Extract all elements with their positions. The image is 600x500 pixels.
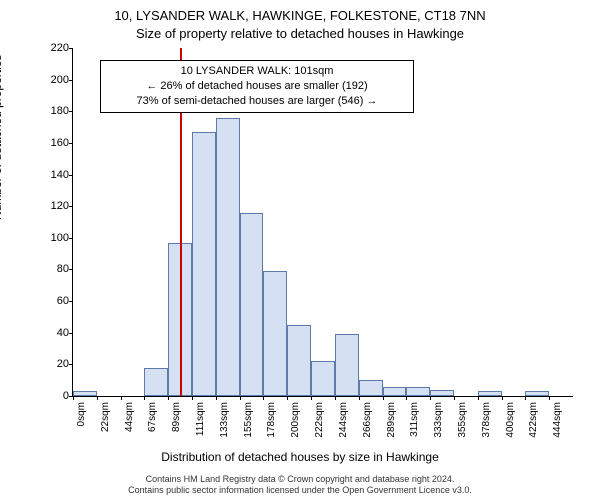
x-axis-label: Distribution of detached houses by size … <box>0 450 600 464</box>
x-tick-label: 444sqm <box>552 402 563 438</box>
x-tick-label: 133sqm <box>219 402 230 438</box>
histogram-bar <box>430 390 454 396</box>
x-tick-label: 200sqm <box>290 402 301 438</box>
x-tick-label: 333sqm <box>433 402 444 438</box>
x-tick-mark <box>383 396 384 400</box>
x-tick-mark <box>263 396 264 400</box>
y-tick-mark <box>69 175 73 176</box>
histogram-bar <box>359 380 383 396</box>
footer-line-2: Contains public sector information licen… <box>0 485 600 496</box>
y-tick-mark <box>69 333 73 334</box>
x-tick-mark <box>73 396 74 400</box>
histogram-bar <box>335 334 359 396</box>
x-tick-mark <box>549 396 550 400</box>
histogram-bar <box>406 387 430 396</box>
title-line-1: 10, LYSANDER WALK, HAWKINGE, FOLKESTONE,… <box>0 8 600 23</box>
x-tick-label: 355sqm <box>457 402 468 438</box>
info-line-3: 73% of semi-detached houses are larger (… <box>107 94 407 109</box>
x-tick-mark <box>240 396 241 400</box>
y-tick-label: 200 <box>39 74 69 86</box>
x-tick-label: 244sqm <box>338 402 349 438</box>
info-line-2: ← 26% of detached houses are smaller (19… <box>107 79 407 94</box>
x-tick-label: 222sqm <box>314 402 325 438</box>
x-tick-label: 289sqm <box>386 402 397 438</box>
title-line-2: Size of property relative to detached ho… <box>0 26 600 41</box>
x-tick-label: 89sqm <box>171 402 182 432</box>
info-box: 10 LYSANDER WALK: 101sqm ← 26% of detach… <box>100 60 414 113</box>
x-tick-mark <box>406 396 407 400</box>
x-tick-mark <box>287 396 288 400</box>
x-tick-label: 378sqm <box>481 402 492 438</box>
histogram-bar <box>216 118 240 396</box>
x-tick-mark <box>192 396 193 400</box>
x-tick-mark <box>97 396 98 400</box>
histogram-bar <box>383 387 407 396</box>
y-tick-label: 120 <box>39 200 69 212</box>
x-tick-mark <box>430 396 431 400</box>
histogram-bar <box>525 391 549 396</box>
histogram-bar <box>73 391 97 396</box>
y-tick-label: 20 <box>39 358 69 370</box>
x-tick-mark <box>168 396 169 400</box>
x-tick-label: 422sqm <box>528 402 539 438</box>
y-tick-mark <box>69 143 73 144</box>
x-tick-mark <box>335 396 336 400</box>
histogram-bar <box>240 213 264 396</box>
x-tick-label: 178sqm <box>266 402 277 438</box>
histogram-bar <box>478 391 502 396</box>
y-tick-label: 160 <box>39 137 69 149</box>
histogram-bar <box>192 132 216 396</box>
y-tick-label: 140 <box>39 169 69 181</box>
x-tick-mark <box>359 396 360 400</box>
footer-line-1: Contains HM Land Registry data © Crown c… <box>0 474 600 485</box>
x-tick-label: 67sqm <box>147 402 158 432</box>
x-tick-label: 111sqm <box>195 402 206 436</box>
histogram-bar <box>144 368 168 396</box>
chart-container: 10, LYSANDER WALK, HAWKINGE, FOLKESTONE,… <box>0 0 600 500</box>
x-tick-label: 266sqm <box>362 402 373 438</box>
y-tick-mark <box>69 238 73 239</box>
x-tick-mark <box>144 396 145 400</box>
histogram-bar <box>263 271 287 396</box>
y-tick-label: 0 <box>39 390 69 402</box>
x-tick-mark <box>502 396 503 400</box>
histogram-bar <box>287 325 311 396</box>
x-tick-mark <box>311 396 312 400</box>
y-tick-mark <box>69 48 73 49</box>
x-tick-label: 311sqm <box>409 402 420 437</box>
y-tick-label: 180 <box>39 105 69 117</box>
y-tick-mark <box>69 269 73 270</box>
x-tick-label: 22sqm <box>100 402 111 432</box>
y-axis-label: Number of detached properties <box>0 55 4 220</box>
x-tick-label: 0sqm <box>76 402 87 426</box>
x-tick-mark <box>216 396 217 400</box>
y-tick-label: 40 <box>39 327 69 339</box>
info-line-1: 10 LYSANDER WALK: 101sqm <box>107 64 407 79</box>
y-tick-mark <box>69 111 73 112</box>
x-tick-mark <box>454 396 455 400</box>
x-tick-mark <box>478 396 479 400</box>
footer-text: Contains HM Land Registry data © Crown c… <box>0 474 600 497</box>
y-tick-mark <box>69 80 73 81</box>
x-tick-mark <box>121 396 122 400</box>
y-tick-label: 80 <box>39 263 69 275</box>
y-tick-mark <box>69 206 73 207</box>
y-tick-label: 60 <box>39 295 69 307</box>
y-tick-mark <box>69 364 73 365</box>
y-tick-label: 100 <box>39 232 69 244</box>
y-tick-label: 220 <box>39 42 69 54</box>
x-tick-label: 155sqm <box>243 402 254 438</box>
histogram-bar <box>311 361 335 396</box>
x-tick-mark <box>525 396 526 400</box>
x-tick-label: 44sqm <box>124 402 135 432</box>
x-tick-label: 400sqm <box>505 402 516 438</box>
y-tick-mark <box>69 301 73 302</box>
